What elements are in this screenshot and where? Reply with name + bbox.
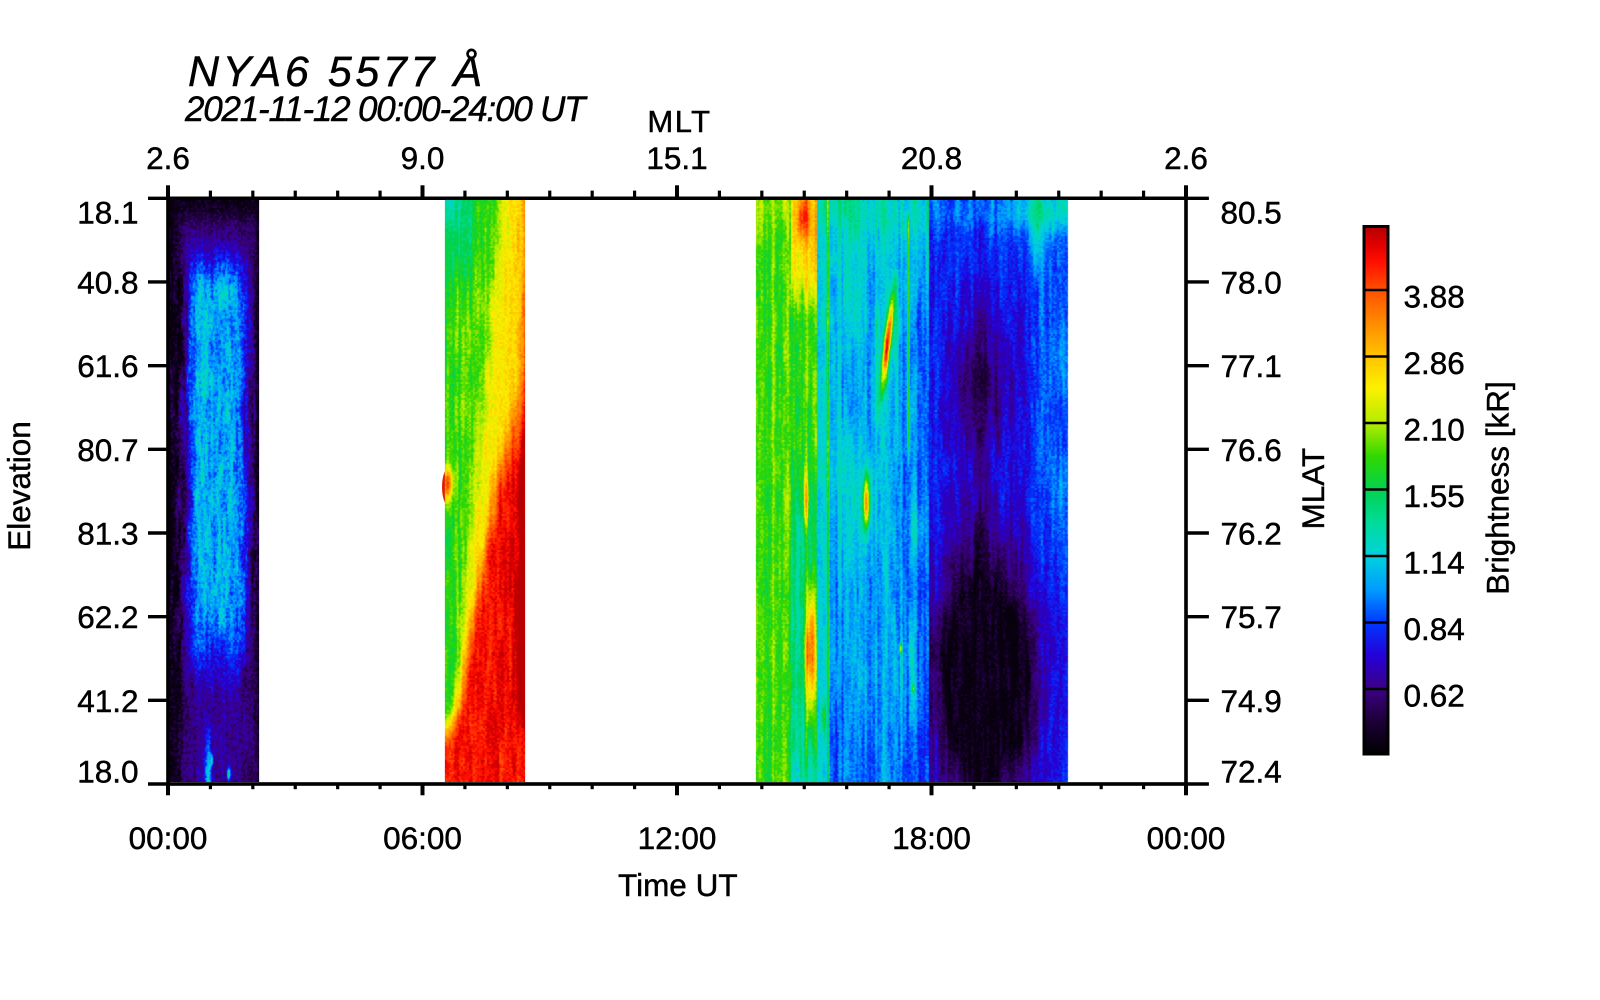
svg-text:1.55: 1.55 [1404,478,1465,514]
svg-text:72.4: 72.4 [1221,754,1282,790]
svg-text:80.7: 80.7 [77,432,138,468]
svg-text:18.1: 18.1 [77,195,138,231]
svg-text:81.3: 81.3 [77,516,138,552]
svg-text:20.8: 20.8 [901,140,962,176]
svg-text:Elevation: Elevation [1,421,37,551]
svg-text:15.1: 15.1 [646,140,707,176]
svg-text:MLT: MLT [647,104,711,139]
svg-text:0.62: 0.62 [1404,678,1465,714]
svg-text:NYA6 5577 Å: NYA6 5577 Å [188,48,486,96]
svg-text:76.2: 76.2 [1221,516,1282,552]
svg-text:18:00: 18:00 [892,820,971,856]
svg-text:75.7: 75.7 [1221,599,1282,635]
svg-text:74.9: 74.9 [1221,683,1282,719]
svg-text:1.14: 1.14 [1404,545,1465,581]
svg-text:18.0: 18.0 [77,754,138,790]
svg-text:06:00: 06:00 [383,820,462,856]
svg-text:40.8: 40.8 [77,265,138,301]
svg-text:Time UT: Time UT [618,867,738,903]
svg-text:9.0: 9.0 [401,140,445,176]
svg-text:76.6: 76.6 [1221,432,1282,468]
svg-text:12:00: 12:00 [638,820,717,856]
svg-text:41.2: 41.2 [77,683,138,719]
svg-text:2021-11-12 00:00-24:00 UT: 2021-11-12 00:00-24:00 UT [184,90,588,129]
svg-text:0.84: 0.84 [1404,611,1465,647]
svg-text:77.1: 77.1 [1221,348,1282,384]
svg-text:00:00: 00:00 [1147,820,1226,856]
svg-text:MLAT: MLAT [1295,448,1331,530]
svg-text:2.6: 2.6 [146,140,190,176]
svg-text:00:00: 00:00 [129,820,208,856]
svg-text:2.86: 2.86 [1404,345,1465,381]
svg-text:3.88: 3.88 [1404,279,1465,315]
svg-text:78.0: 78.0 [1221,265,1282,301]
svg-text:2.10: 2.10 [1404,412,1465,448]
svg-text:2.6: 2.6 [1164,140,1208,176]
svg-text:62.2: 62.2 [77,599,138,635]
svg-text:Brightness [kR]: Brightness [kR] [1480,381,1516,595]
svg-text:80.5: 80.5 [1221,195,1282,231]
svg-text:61.6: 61.6 [77,348,138,384]
